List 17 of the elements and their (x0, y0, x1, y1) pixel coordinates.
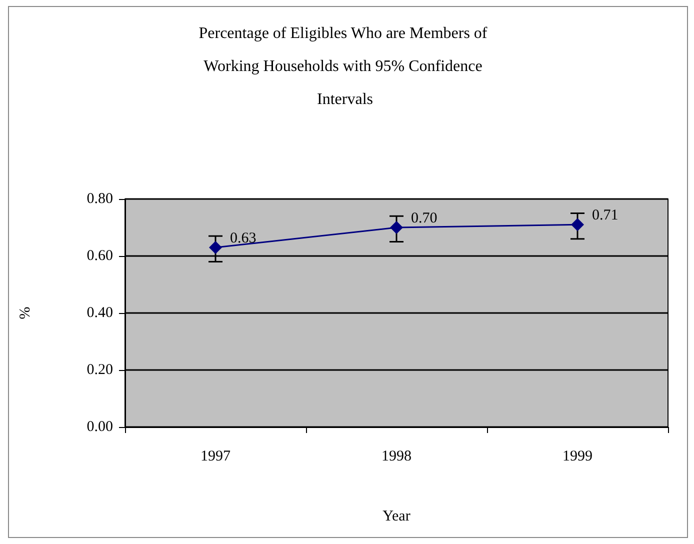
y-tick-label: 0.40 (86, 305, 113, 321)
data-label: 0.70 (411, 210, 438, 226)
y-tick-label: 0.20 (86, 362, 113, 378)
x-tick-label: 1997 (200, 448, 231, 464)
point (209, 240, 222, 254)
y-axis-title: % (18, 306, 34, 320)
chart-title: Percentage of Eligibles Who are Members of Working Households with 95% Confidence Intervals (198, 25, 492, 108)
point (390, 221, 403, 234)
data-label: 0.71 (592, 208, 618, 224)
data-label: 0.63 (230, 230, 256, 246)
x-tick-label: 1999 (562, 448, 592, 464)
point (571, 218, 584, 232)
x-tick-label: 1998 (382, 448, 412, 464)
x-axis-title: Year (382, 508, 410, 524)
y-tick-label: 0.80 (86, 191, 113, 207)
y-tick-label: 0.00 (86, 419, 113, 435)
y-tick-label: 0.60 (86, 248, 113, 264)
